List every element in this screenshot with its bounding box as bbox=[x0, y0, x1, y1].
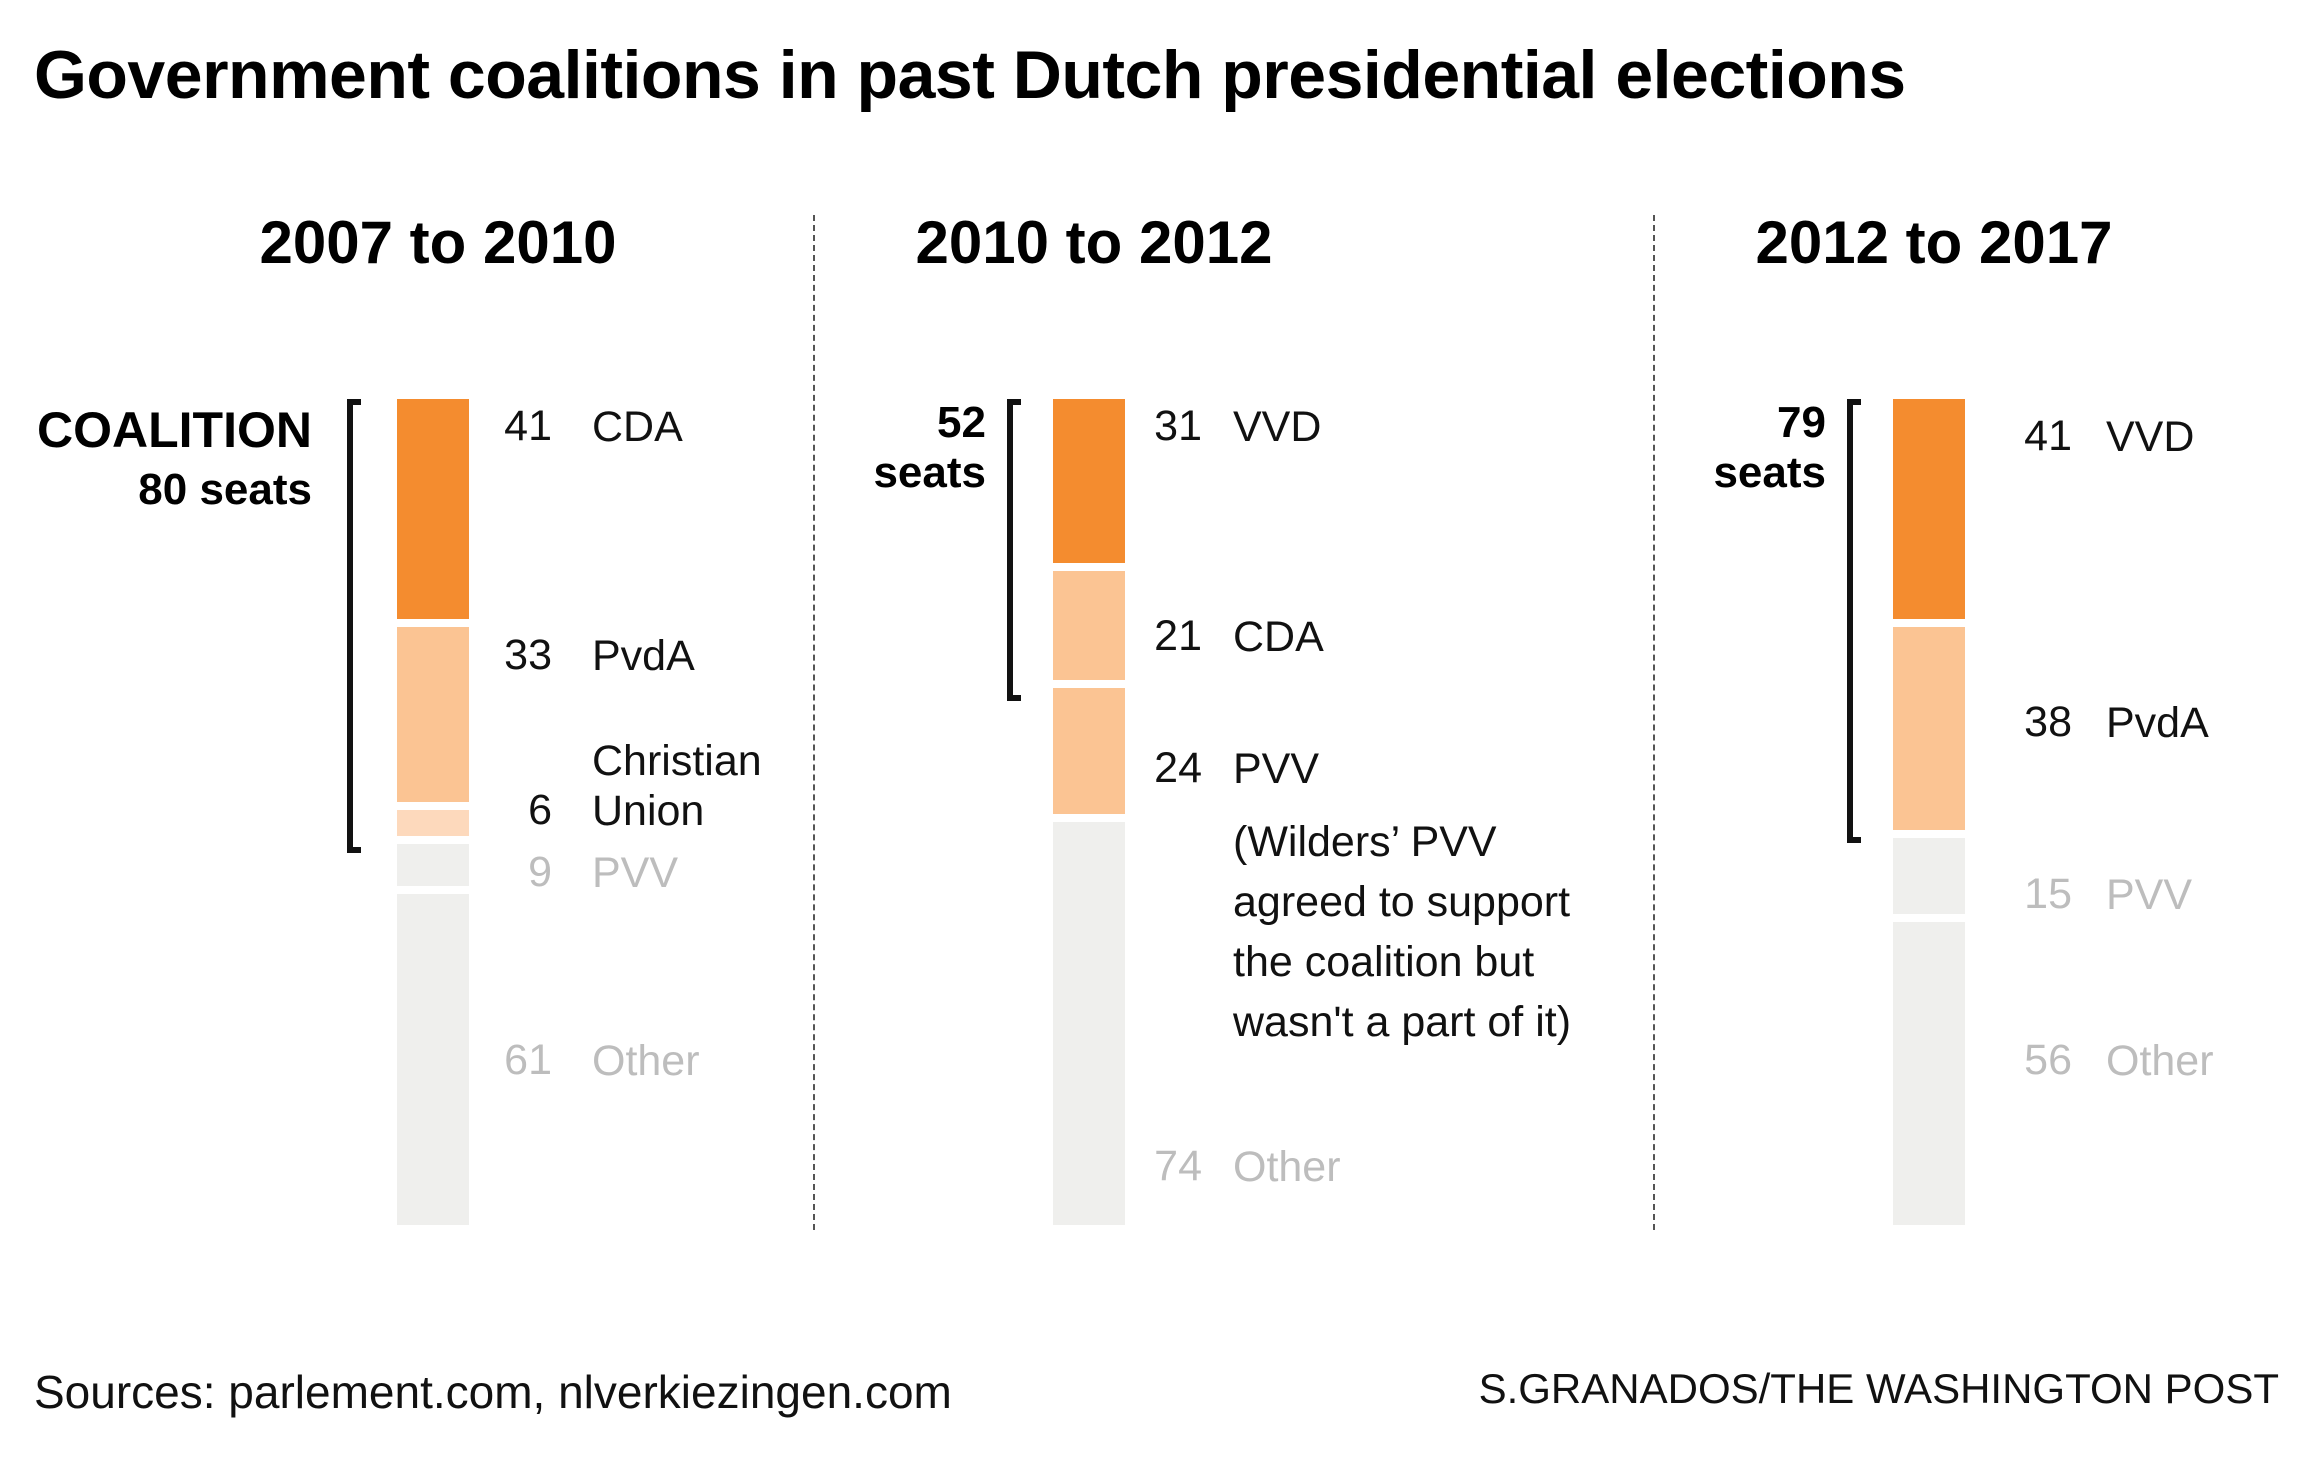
party-label-pvda: PvdA bbox=[592, 632, 695, 680]
seat-count-pvda: 33 bbox=[504, 631, 552, 679]
coalition-label-2007-2010: COALITION 80 seats bbox=[20, 400, 312, 520]
period-title-2012-2017: 2012 to 2017 bbox=[1755, 209, 2113, 276]
party-label-pvv: PVV bbox=[1233, 745, 1320, 793]
party-label-christian-union: Christian Union bbox=[592, 737, 762, 835]
bar-segment-cda bbox=[1053, 571, 1125, 681]
party-label-cda: CDA bbox=[1233, 613, 1324, 661]
bar-segment-pvda bbox=[397, 626, 469, 803]
seat-count-vvd: 31 bbox=[1154, 402, 1202, 450]
seat-count-other: 74 bbox=[1154, 1142, 1202, 1190]
bar-segment-other bbox=[1893, 921, 1965, 1225]
party-label-pvv: PVV bbox=[2106, 871, 2193, 919]
bar-segment-cda bbox=[397, 399, 469, 619]
seat-count-other: 61 bbox=[504, 1036, 552, 1084]
seat-count-vvd: 41 bbox=[2024, 412, 2072, 460]
period-title-2007-2010: 2007 to 2010 bbox=[259, 209, 617, 276]
seat-count-pvda: 38 bbox=[2024, 698, 2072, 746]
coalition-seats-line: seats bbox=[1713, 448, 1826, 497]
party-label-vvd: VVD bbox=[2106, 413, 2195, 461]
bar-segment-pvv bbox=[1053, 688, 1125, 814]
panel-divider-1 bbox=[813, 215, 815, 1230]
sources-note: Sources: parlement.com, nlverkiezingen.c… bbox=[34, 1366, 952, 1418]
seat-count-other: 56 bbox=[2024, 1036, 2072, 1084]
coalition-bracket-2010-2012 bbox=[1007, 399, 1021, 701]
party-label-other: Other bbox=[592, 1037, 700, 1085]
party-label-vvd: VVD bbox=[1233, 403, 1322, 451]
party-label-other: Other bbox=[2106, 1037, 2214, 1085]
pvv-support-note: (Wilders’ PVV agreed to support the coal… bbox=[1233, 818, 1572, 1046]
coalition-seats-line: seats bbox=[873, 448, 986, 497]
party-label-pvv: PVV bbox=[592, 849, 679, 897]
bar-segment-pvv bbox=[1893, 838, 1965, 914]
bar-segment-pvv bbox=[397, 843, 469, 886]
bar-segment-pvda bbox=[1893, 626, 1965, 831]
bar-segment-vvd bbox=[1053, 399, 1125, 564]
coalition-label-line: COALITION bbox=[37, 402, 312, 458]
panel-divider-2 bbox=[1653, 215, 1655, 1230]
bar-segment-vvd bbox=[1893, 399, 1965, 619]
coalition-seats-number: 79 bbox=[1777, 398, 1826, 447]
coalition-seats-line: 80 seats bbox=[138, 465, 312, 514]
party-label-cda: CDA bbox=[592, 403, 683, 451]
seat-count-pvv: 15 bbox=[2024, 870, 2072, 918]
party-label-other: Other bbox=[1233, 1143, 1341, 1191]
bar-segment-other bbox=[397, 893, 469, 1225]
seat-count-cda: 41 bbox=[504, 402, 552, 450]
period-title-2010-2012: 2010 to 2012 bbox=[915, 209, 1273, 276]
coalition-bracket-2012-2017 bbox=[1847, 399, 1861, 843]
seat-count-pvv: 9 bbox=[528, 848, 552, 896]
bar-segment-other bbox=[1053, 821, 1125, 1225]
seat-count-cda: 21 bbox=[1154, 612, 1202, 660]
party-label-pvda: PvdA bbox=[2106, 699, 2209, 747]
chart-title: Government coalitions in past Dutch pres… bbox=[34, 37, 1906, 113]
credit-line: S.GRANADOS/THE WASHINGTON POST bbox=[1478, 1365, 2279, 1412]
bar-segment-christian-union bbox=[397, 810, 469, 836]
coalition-label-2012-2017: 79 seats bbox=[1660, 398, 1826, 498]
seat-count-christian-union: 6 bbox=[528, 786, 552, 834]
coalition-seats-number: 52 bbox=[937, 398, 986, 447]
coalition-bracket-2007-2010 bbox=[347, 399, 361, 853]
coalition-label-2010-2012: 52 seats bbox=[820, 398, 986, 498]
seat-count-pvv: 24 bbox=[1154, 744, 1202, 792]
